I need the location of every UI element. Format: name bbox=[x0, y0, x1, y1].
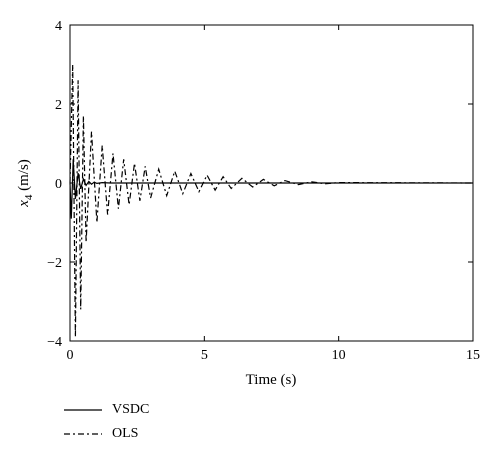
legend-swatch-solid bbox=[64, 409, 102, 411]
x-tick-label: 10 bbox=[332, 348, 346, 363]
series-layer bbox=[69, 64, 474, 338]
legend-swatch-dashdot bbox=[64, 433, 102, 435]
x-tick-label: 15 bbox=[466, 348, 480, 363]
y-tick-label: 0 bbox=[55, 177, 62, 192]
axis-ticks bbox=[69, 24, 474, 342]
y-axis-label: x4 (m/s) bbox=[16, 159, 35, 208]
y-axis-label-sub: 4 bbox=[23, 194, 35, 200]
y-tick-label: −2 bbox=[47, 256, 62, 271]
x-tick-label: 0 bbox=[67, 348, 74, 363]
legend-item-ols: OLS bbox=[62, 422, 149, 446]
y-tick-labels: −4 −2 0 2 4 bbox=[47, 19, 62, 350]
legend-item-vsdc: VSDC bbox=[62, 398, 149, 422]
y-tick-label: 2 bbox=[55, 98, 62, 113]
series-line-vsdc bbox=[69, 159, 473, 219]
x-tick-labels: 0 5 10 15 bbox=[67, 348, 481, 363]
x-axis-label: Time (s) bbox=[246, 372, 297, 388]
legend: VSDC OLS bbox=[62, 398, 149, 446]
y-axis-label-unit: (m/s) bbox=[16, 159, 32, 194]
y-tick-label: −4 bbox=[47, 335, 62, 350]
legend-label-vsdc: VSDC bbox=[112, 402, 150, 417]
series-line-ols bbox=[69, 64, 474, 338]
x-tick-label: 5 bbox=[201, 348, 208, 363]
y-tick-label: 4 bbox=[55, 19, 62, 34]
legend-label-ols: OLS bbox=[112, 426, 139, 441]
y-axis-label-var: x bbox=[16, 200, 32, 208]
